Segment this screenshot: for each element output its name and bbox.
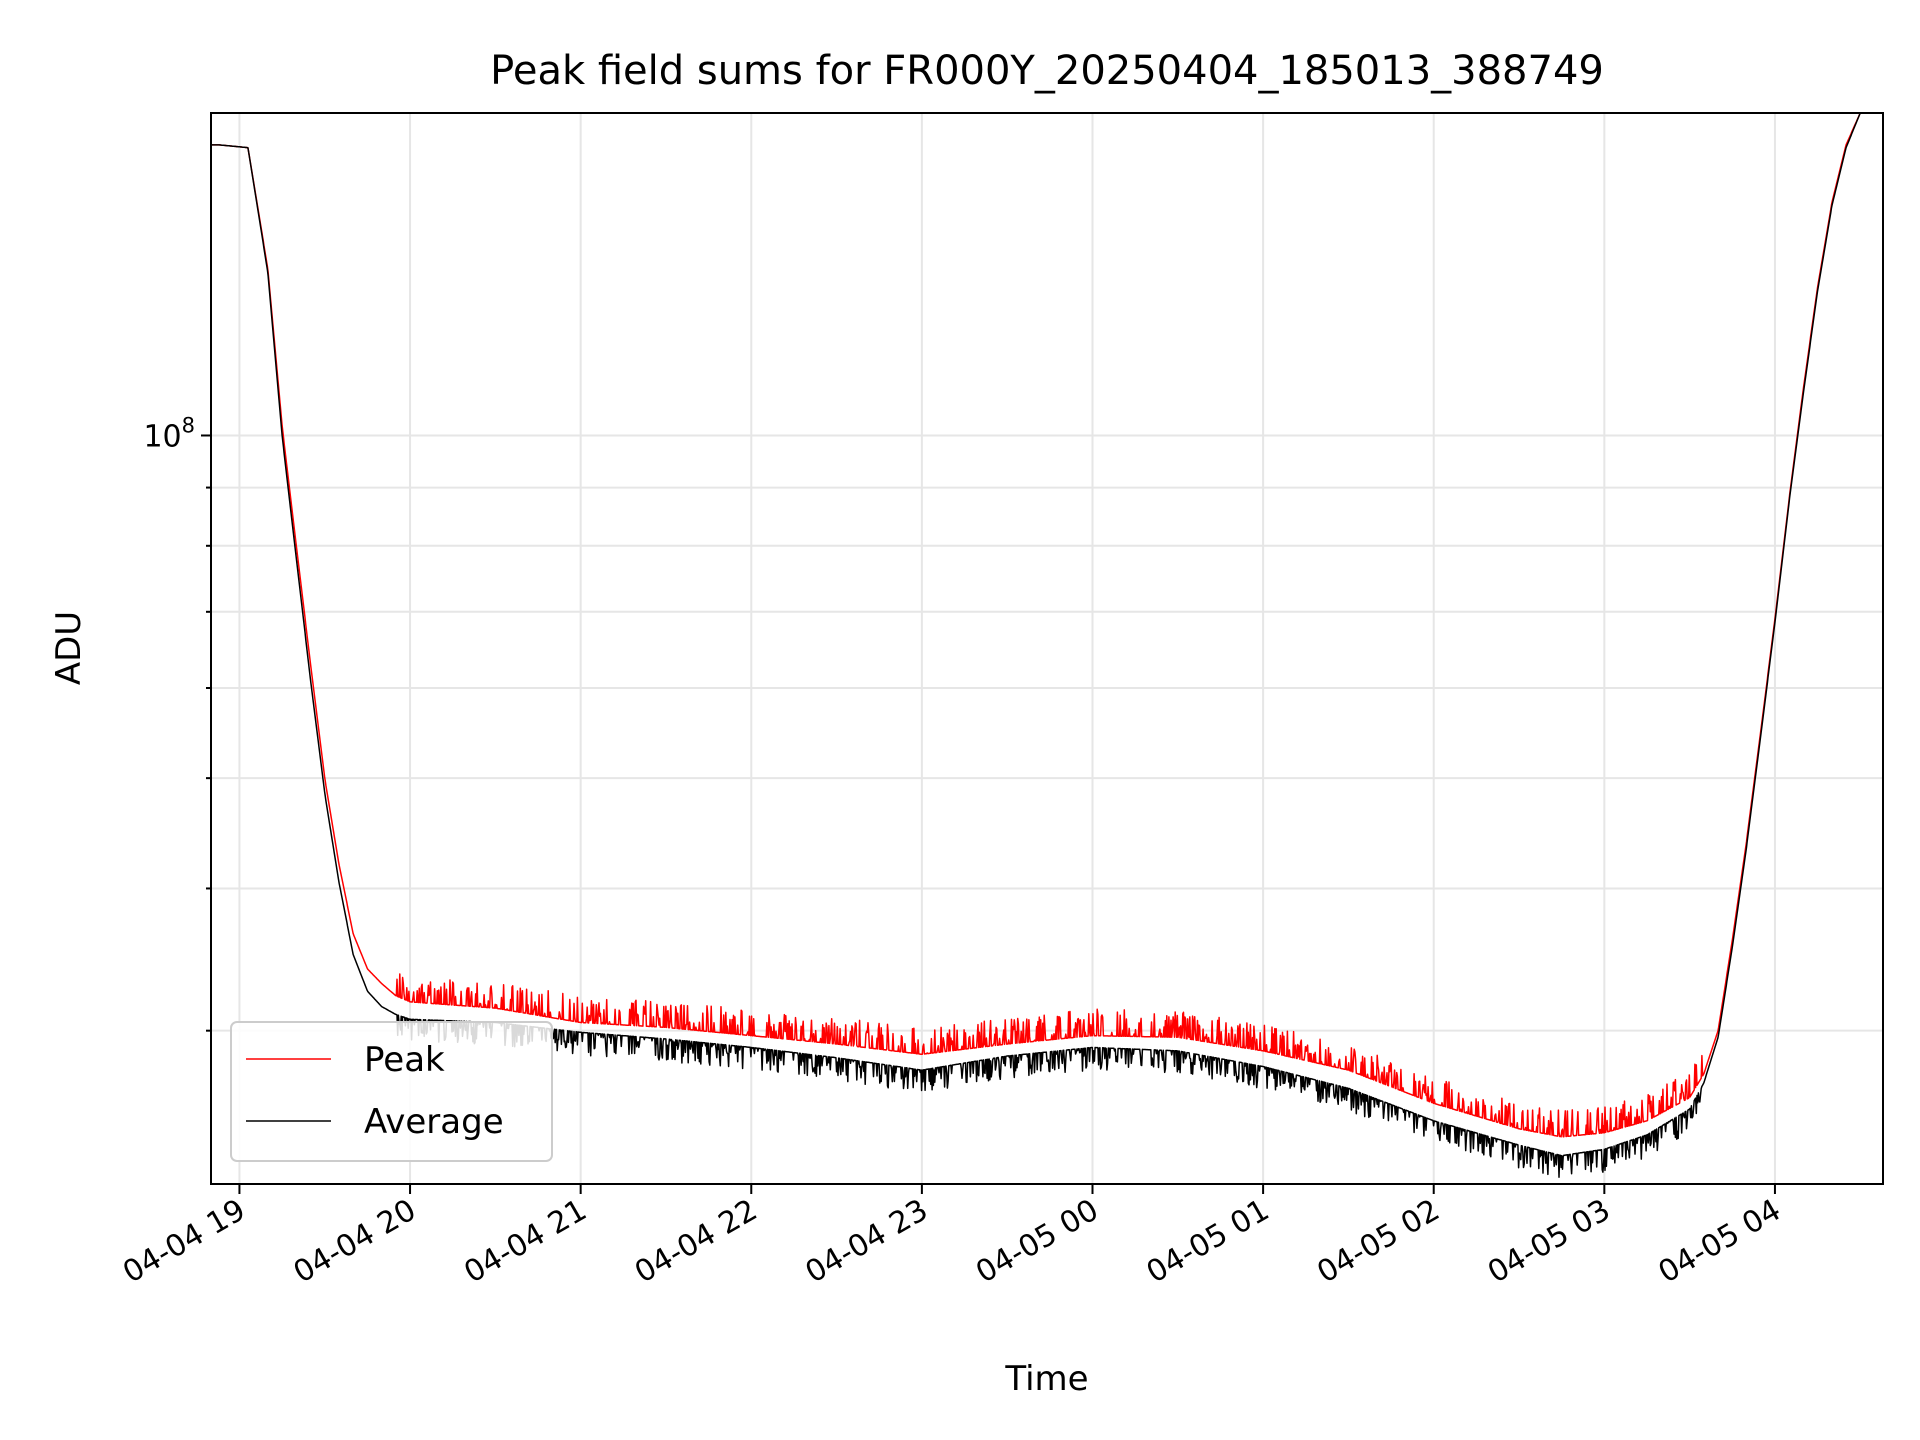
legend-average-label: Average: [364, 1102, 504, 1142]
x-tick-label: 04-04 20: [288, 1193, 422, 1291]
legend-box: [230, 1021, 553, 1162]
x-tick-label: 04-04 22: [629, 1193, 763, 1291]
chart-title: Peak field sums for FR000Y_20250404_1850…: [490, 48, 1604, 94]
x-tick-label: 04-05 02: [1311, 1193, 1445, 1291]
x-tick-label: 04-05 04: [1653, 1193, 1787, 1291]
x-tick-label: 04-04 23: [800, 1193, 934, 1291]
x-axis-label: Time: [1004, 1359, 1088, 1399]
x-tick-label: 04-04 19: [117, 1193, 251, 1291]
y-axis-label: ADU: [49, 611, 89, 685]
series-line-average: [210, 112, 1884, 1178]
x-tick-label: 04-05 00: [970, 1193, 1104, 1291]
y-axis: 108: [143, 413, 211, 1032]
x-tick-label: 04-05 03: [1482, 1193, 1616, 1291]
x-tick-label: 04-05 01: [1141, 1193, 1275, 1291]
series-line-peak: [210, 112, 1884, 1138]
legend-peak-label: Peak: [364, 1040, 445, 1080]
x-axis: 04-04 19 04-04 20 04-04 21 04-04 22 04-04 23…: [117, 1184, 1787, 1290]
legend: Peak Average: [230, 1021, 553, 1162]
plot-lines: [210, 112, 1884, 1178]
y-tick-label: 108: [143, 413, 195, 454]
x-tick-label: 04-04 21: [458, 1193, 592, 1291]
plot-frame: [210, 112, 1884, 1185]
